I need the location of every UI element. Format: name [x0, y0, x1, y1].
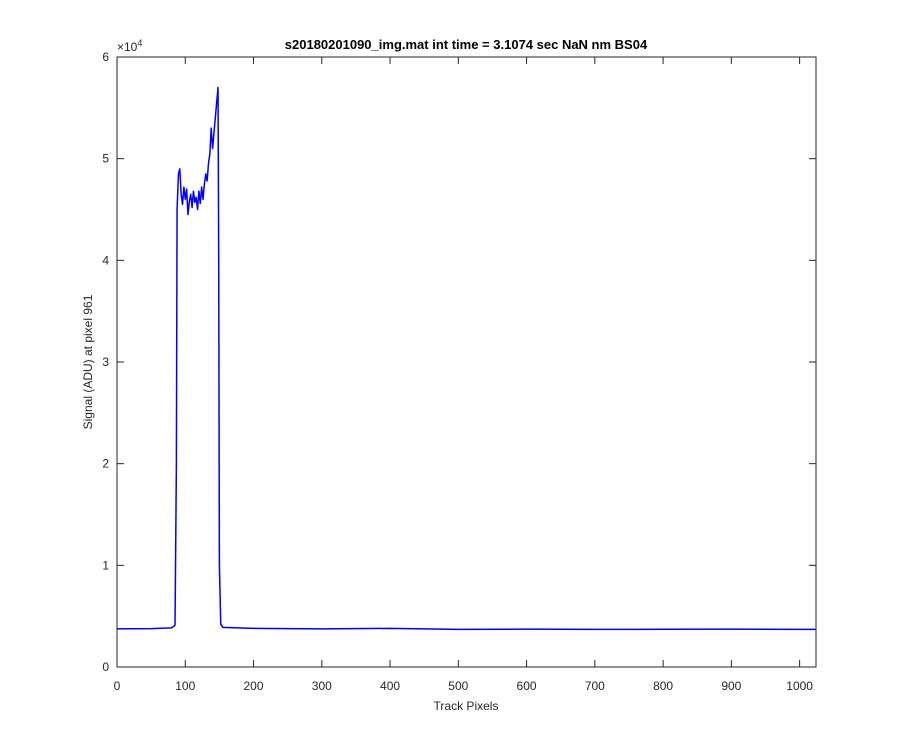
y-multiplier-exponent: 4: [137, 38, 142, 48]
y-axis-label: Signal (ADU) at pixel 961: [81, 294, 95, 429]
y-multiplier-base: ×10: [117, 40, 138, 54]
axes-box: [116, 56, 817, 668]
x-tick-label: 400: [380, 679, 400, 693]
y-tick-label: 0: [102, 660, 109, 674]
y-tick-label: 2: [102, 457, 109, 471]
x-tick-label: 0: [114, 679, 121, 693]
x-tick-label: 700: [585, 679, 605, 693]
x-tick-label: 100: [175, 679, 195, 693]
y-multiplier: ×104: [117, 38, 142, 54]
y-tick-label: 6: [102, 50, 109, 64]
x-tick-label: 1000: [786, 679, 813, 693]
x-tick-label: 300: [312, 679, 332, 693]
y-tick-label: 3: [102, 355, 109, 369]
y-tick-label: 1: [102, 558, 109, 572]
y-tick-label: 4: [102, 253, 109, 267]
chart-title: s20180201090_img.mat int time = 3.1074 s…: [285, 37, 648, 52]
x-tick-label: 500: [448, 679, 468, 693]
data-line: [116, 86, 816, 631]
x-tick-label: 900: [721, 679, 741, 693]
x-tick-label: 600: [517, 679, 537, 693]
y-tick-label: 5: [102, 152, 109, 166]
x-tick-label: 800: [653, 679, 673, 693]
x-tick-label: 200: [244, 679, 264, 693]
x-axis-label: Track Pixels: [434, 699, 499, 713]
